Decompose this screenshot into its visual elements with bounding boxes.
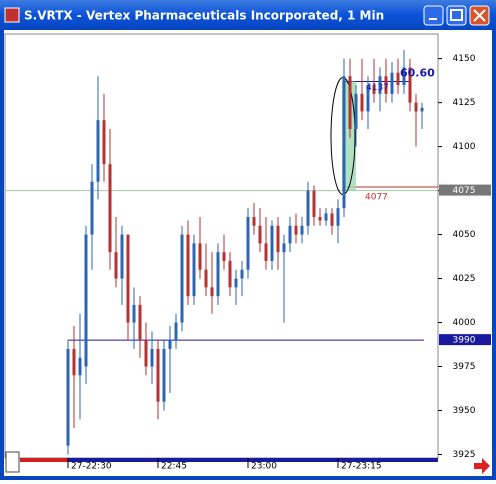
y-tick-label: 4100 — [453, 142, 476, 152]
minimize-button[interactable] — [423, 5, 444, 26]
scroll-box[interactable] — [5, 451, 20, 473]
candle-body — [192, 243, 196, 297]
candle-body — [372, 85, 376, 94]
level-tag — [439, 334, 491, 346]
candle-body — [240, 269, 244, 279]
candle-body — [390, 72, 394, 94]
y-tick-label: 3950 — [453, 406, 476, 416]
candle-body — [120, 234, 124, 279]
candle-body — [330, 213, 334, 226]
candle-body — [210, 287, 214, 297]
candle-body — [126, 234, 130, 323]
candle-body — [90, 181, 94, 235]
candle-body — [354, 93, 358, 130]
candle-body — [264, 243, 268, 261]
candle-body — [294, 225, 298, 235]
candle-body — [348, 76, 352, 130]
x-tick-label: 22:45 — [161, 462, 187, 472]
plot-area — [4, 33, 439, 459]
candle-body — [198, 243, 202, 270]
annotation: 60.60 — [400, 67, 435, 80]
candle-body — [312, 190, 316, 217]
time-bar-pre — [20, 458, 68, 462]
candle-body — [336, 208, 340, 226]
y-tick-label: 4150 — [453, 54, 476, 64]
title-bar — [0, 0, 496, 30]
candle-body — [300, 225, 304, 235]
y-tick-label: 3975 — [453, 362, 476, 372]
level-tag-label: 4075 — [453, 186, 476, 196]
time-bar — [68, 458, 438, 462]
candle-body — [342, 76, 346, 209]
candle-body — [144, 340, 148, 367]
window-title: S.VRTX - Vertex Pharmaceuticals Incorpor… — [24, 9, 384, 23]
x-tick-label: 27-23:15 — [341, 462, 382, 472]
candle-body — [234, 278, 238, 288]
candle-body — [216, 252, 220, 297]
candle-body — [114, 252, 118, 279]
candle-body — [204, 269, 208, 288]
candle-body — [186, 234, 190, 297]
candle-body — [384, 76, 388, 94]
candle-body — [282, 243, 286, 253]
candle-body — [222, 252, 226, 261]
candle-body — [174, 322, 178, 341]
candle-body — [246, 216, 250, 270]
candle-body — [414, 102, 418, 112]
candle-body — [138, 304, 142, 341]
y-tick-label: 4000 — [453, 318, 476, 328]
candle-body — [408, 67, 412, 103]
x-tick-label: 27-22:30 — [71, 462, 112, 472]
annotation: 4077 — [365, 193, 388, 203]
candle-body — [96, 120, 100, 182]
y-tick-label: 4025 — [453, 274, 476, 284]
candle-body — [306, 190, 310, 226]
candle-body — [150, 348, 154, 367]
candle-body — [162, 348, 166, 402]
y-tick-label: 4125 — [453, 98, 476, 108]
candle-body — [324, 213, 328, 221]
candle-body — [270, 225, 274, 261]
candle-body — [288, 225, 292, 244]
candle-body — [366, 85, 370, 112]
candle-body — [396, 72, 400, 86]
candle-body — [102, 120, 106, 165]
y-tick-label: 4050 — [453, 230, 476, 240]
maximize-button[interactable] — [446, 5, 467, 26]
candle-body — [252, 216, 256, 226]
scroll-arrow[interactable] — [474, 458, 490, 474]
level-tag-label: 3990 — [453, 336, 476, 346]
candle-body — [420, 107, 424, 112]
candle-body — [72, 348, 76, 376]
candle-body — [66, 348, 70, 446]
candle-body — [276, 225, 280, 253]
candle-body — [318, 216, 322, 221]
app-icon — [4, 7, 20, 23]
candle-body — [156, 348, 160, 402]
candle-body — [378, 76, 382, 94]
candle-body — [402, 67, 406, 86]
candle-body — [228, 260, 232, 288]
candle-body — [132, 304, 136, 323]
candle-body — [180, 234, 184, 323]
candle-body — [168, 340, 172, 349]
candle-body — [108, 164, 112, 253]
candle-body — [258, 225, 262, 244]
candle-body — [360, 93, 364, 112]
y-tick-label: 3925 — [453, 450, 476, 460]
x-tick-label: 23:00 — [251, 462, 277, 472]
close-icon — [473, 9, 486, 22]
level-tag — [439, 184, 491, 196]
minimize-icon — [429, 18, 437, 20]
maximize-icon — [450, 9, 463, 21]
annotation: 4137 — [366, 83, 389, 93]
candle-body — [78, 357, 82, 376]
candle-body — [84, 234, 88, 367]
